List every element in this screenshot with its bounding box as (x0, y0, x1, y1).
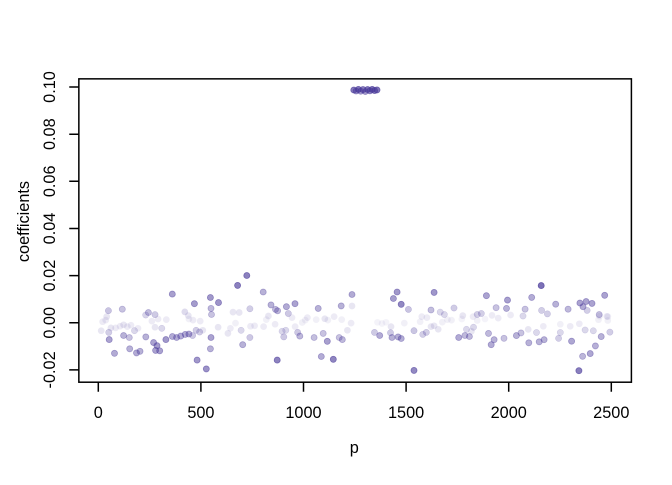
svg-text:0.06: 0.06 (41, 165, 59, 197)
svg-text:0.08: 0.08 (41, 118, 59, 150)
svg-text:-0.02: -0.02 (41, 351, 59, 388)
svg-text:p: p (350, 439, 359, 457)
svg-text:coefficients: coefficients (15, 181, 33, 262)
svg-text:0: 0 (94, 404, 103, 422)
svg-text:0.02: 0.02 (41, 260, 59, 292)
svg-text:0.00: 0.00 (41, 307, 59, 339)
svg-text:2500: 2500 (593, 404, 629, 422)
svg-text:500: 500 (187, 404, 214, 422)
svg-text:1000: 1000 (285, 404, 321, 422)
svg-text:0.04: 0.04 (41, 213, 59, 245)
svg-text:2000: 2000 (491, 404, 527, 422)
svg-text:0.10: 0.10 (41, 71, 59, 103)
svg-text:1500: 1500 (388, 404, 424, 422)
